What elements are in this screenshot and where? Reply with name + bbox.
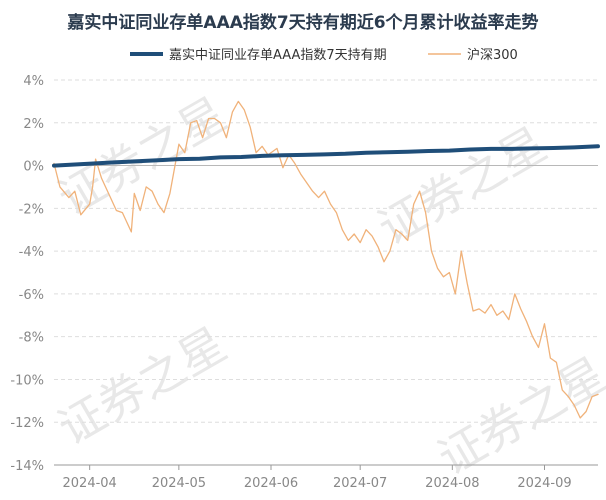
legend-label-hs300: 沪深300 [467,47,518,63]
y-tick-label: -8% [19,331,44,346]
y-tick-label: -14% [10,459,44,474]
legend: 嘉实中证同业存单AAA指数7天持有期 沪深300 [130,47,518,63]
y-tick-label: -6% [19,288,44,303]
watermark-text: 证券之星 [49,317,235,456]
legend-label-fund: 嘉实中证同业存单AAA指数7天持有期 [169,48,387,63]
x-tick-label: 2024-08 [425,476,479,491]
x-tick-label: 2024-07 [333,476,387,491]
grid [54,79,598,466]
series-line-hs300 [53,100,599,419]
title-area: 嘉实中证同业存单AAA指数7天持有期近6个月累计收益率走势 [66,12,538,33]
y-tick-label: -12% [10,416,44,431]
series-lines [52,100,600,419]
chart-title: 嘉实中证同业存单AAA指数7天持有期近6个月累计收益率走势 [66,12,538,33]
x-tick-label: 2024-06 [244,476,298,491]
y-tick-label: 0% [23,160,44,175]
y-tick-label: -4% [19,245,44,260]
watermark-text: 证券之星 [369,117,555,256]
y-tick-label: 2% [23,117,44,132]
x-tick-label: 2024-05 [152,476,206,491]
x-tick-label: 2024-04 [63,476,117,491]
y-tick-label: 4% [23,74,44,89]
axes: 4% 2% 0% -2% -4% -6% -8% -10% -12% -14% 2024-04 202… [10,74,598,491]
y-tick-label: -10% [10,373,44,388]
x-tick-label: 2024-09 [517,476,571,491]
y-tick-label: -2% [19,202,44,217]
series-line-fund [52,144,600,168]
